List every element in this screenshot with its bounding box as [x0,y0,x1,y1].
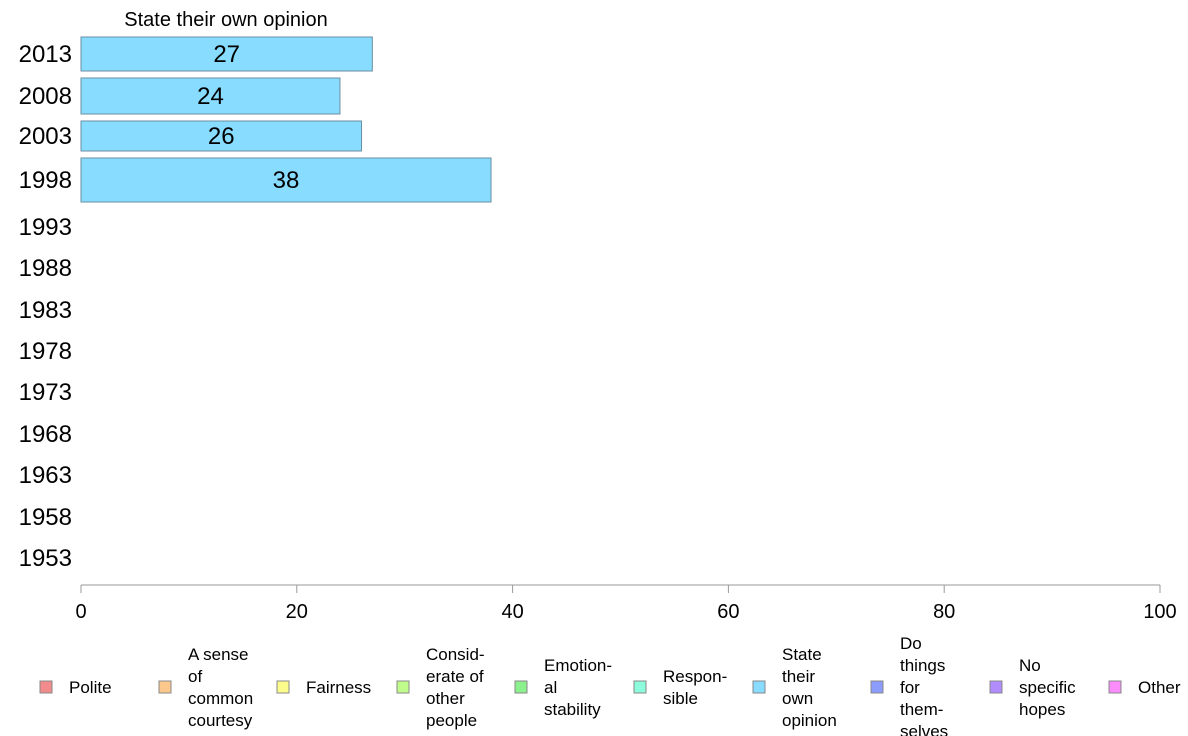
bar-value-label: 26 [208,123,235,150]
x-tick-label: 0 [75,601,86,623]
legend-item: Do things for them-selves [870,634,948,736]
y-tick-label: 2013 [19,41,72,68]
y-tick-label: 1963 [19,462,72,489]
bar-value-label: 38 [273,167,300,194]
legend-swatch [633,680,647,694]
x-tick-label: 60 [717,601,739,623]
y-tick-label: 1978 [19,338,72,365]
bar [80,77,341,115]
x-axis: 0 20 40 60 80 100 [75,584,1177,623]
legend-item: A sense of common courtesy [158,645,253,730]
bars: 27 24 26 38 [80,36,492,203]
legend-label: Do things for them-selves [900,634,948,736]
legend-swatch [514,680,528,694]
legend: Polite A sense of common courtesy Fairness Con… [39,634,1181,736]
bar [80,157,492,203]
legend-label: A sense of common courtesy [188,645,253,730]
y-tick-label: 1968 [19,421,72,448]
y-axis-labels: 2013 2008 2003 1998 1993 1988 1983 1978 1973 1968… [19,41,72,572]
legend-label: Fairness [306,678,371,697]
x-tick-label: 20 [286,601,308,623]
legend-item: Consid-erate of other people [396,645,485,730]
bar-value-label: 27 [213,41,240,68]
legend-label: Emotion-al stability [544,656,612,719]
legend-item: Respon-sible [633,667,727,708]
y-tick-label: 2003 [19,123,72,150]
bar-value-label: 24 [197,83,224,110]
legend-swatch [276,680,290,694]
y-tick-label: 1983 [19,297,72,324]
y-tick-label: 1953 [19,545,72,572]
y-tick-label: 1998 [19,167,72,194]
bar [80,120,363,152]
x-tick-label: 80 [933,601,955,623]
legend-item: Polite [39,678,112,697]
x-tick-label: 100 [1143,601,1176,623]
legend-swatch [870,680,884,694]
legend-label: Polite [69,678,112,697]
y-tick-label: 1958 [19,504,72,531]
legend-label: Other [1138,678,1181,697]
legend-label: No specific hopes [1019,656,1076,719]
y-tick-label: 1973 [19,379,72,406]
legend-item: Other [1108,678,1181,697]
y-tick-label: 1988 [19,255,72,282]
legend-item: Emotion-al stability [514,656,612,719]
legend-item: No specific hopes [989,656,1076,719]
legend-swatch [396,680,410,694]
legend-swatch [158,680,172,694]
x-tick-label: 40 [501,601,523,623]
bar [80,36,373,72]
legend-label: Consid-erate of other people [426,645,485,730]
legend-swatch [1108,680,1122,694]
legend-swatch [39,680,53,694]
legend-swatch [752,680,766,694]
legend-label: State their own opinion [782,645,837,730]
legend-item: Fairness [276,678,371,697]
legend-label: Respon-sible [663,667,727,708]
legend-swatch [989,680,1003,694]
y-tick-label: 2008 [19,83,72,110]
chart-title: State their own opinion [124,9,327,31]
legend-item: State their own opinion [752,645,837,730]
y-tick-label: 1993 [19,214,72,241]
